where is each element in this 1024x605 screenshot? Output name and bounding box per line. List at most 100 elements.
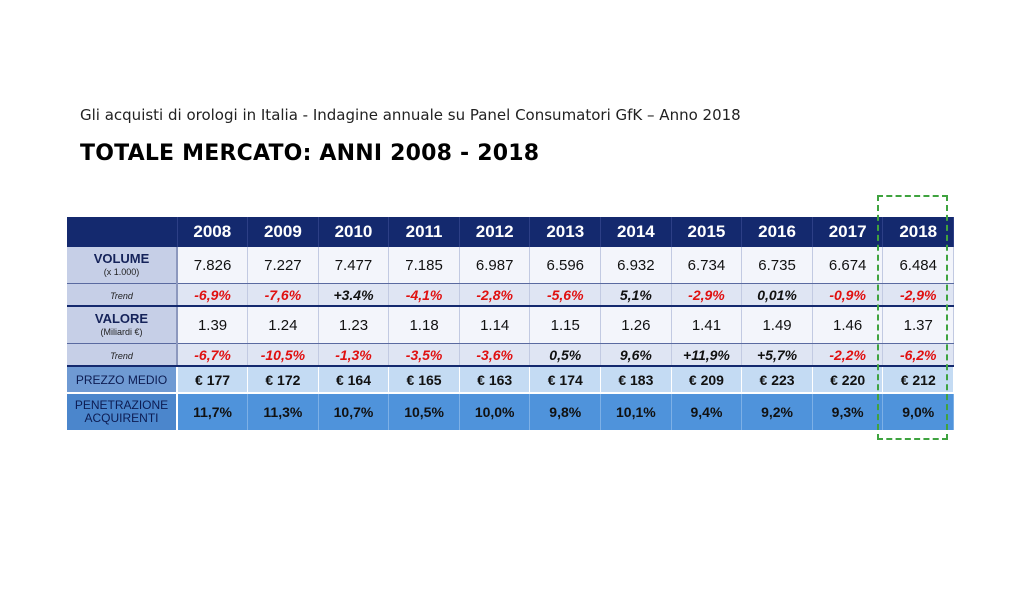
valore-cell-2010: 1.23 [318, 306, 390, 344]
prezzo-medio-cell-2012: € 163 [459, 366, 531, 394]
valore-trend-cell-2013: 0,5% [529, 343, 602, 367]
volume-trend-cell-2014: 5,1% [600, 283, 672, 307]
valore-cell-2014: 1.26 [600, 306, 672, 344]
prezzo-medio-cell-2008: € 177 [177, 366, 249, 394]
valore-trend-cell-2016: +5,7% [741, 343, 813, 367]
volume-trend-label: Trend [110, 290, 133, 301]
volume-unit: (x 1.000) [103, 267, 140, 277]
penetrazione-row: PENETRAZIONE ACQUIRENTI 11,7% 11,3% 10,7% 1… [67, 393, 955, 430]
volume-cell-2009: 7.227 [247, 247, 319, 284]
volume-cell-2012: 6.987 [459, 247, 531, 284]
volume-trend-label-cell: Trend [67, 283, 178, 307]
report-title: TOTALE MERCATO: ANNI 2008 - 2018 [80, 141, 540, 166]
valore-trend-cell-2012: -3,6% [459, 343, 531, 367]
prezzo-medio-cell-2009: € 172 [247, 366, 319, 394]
volume-trend-cell-2011: -4,1% [388, 283, 460, 307]
valore-trend-label-cell: Trend [67, 343, 178, 367]
valore-trend-cell-2011: -3,5% [388, 343, 460, 367]
market-table: 2008 2009 2010 2011 2012 2013 2014 2015 2016 2017… [67, 217, 955, 430]
prezzo-medio-row: PREZZO MEDIO € 177 € 172 € 164 € 165 € 163 € … [67, 366, 955, 394]
valore-trend-label: Trend [110, 350, 133, 361]
year-header-2018: 2018 [882, 217, 955, 247]
year-header-2014: 2014 [600, 217, 672, 247]
volume-cell-2011: 7.185 [388, 247, 460, 284]
penetrazione-cell-2017: 9,3% [812, 393, 884, 430]
table-header-row: 2008 2009 2010 2011 2012 2013 2014 2015 2016 2017… [67, 217, 955, 247]
year-header-2015: 2015 [671, 217, 743, 247]
volume-cell-2013: 6.596 [529, 247, 602, 284]
volume-trend-cell-2012: -2,8% [459, 283, 531, 307]
penetrazione-cell-2014: 10,1% [600, 393, 672, 430]
valore-trend-cell-2015: +11,9% [671, 343, 743, 367]
volume-label: VOLUME [93, 251, 150, 266]
valore-trend-row: Trend -6,7% -10,5% -1,3% -3,5% -3,6% 0,5% 9,6%… [67, 343, 955, 367]
valore-cell-2008: 1.39 [177, 306, 249, 344]
header-corner [67, 217, 178, 247]
valore-cell-2015: 1.41 [671, 306, 743, 344]
year-2018-highlight-box [877, 195, 948, 440]
valore-trend-cell-2018: -6,2% [882, 343, 955, 367]
penetrazione-label-line1: PENETRAZIONE [74, 398, 169, 412]
valore-cell-2012: 1.14 [459, 306, 531, 344]
volume-cell-2008: 7.826 [177, 247, 249, 284]
volume-cell-2017: 6.674 [812, 247, 884, 284]
penetrazione-cell-2012: 10,0% [459, 393, 531, 430]
valore-unit: (Miliardi €) [100, 327, 143, 337]
valore-label: VALORE [94, 311, 149, 326]
volume-cell-2018: 6.484 [882, 247, 955, 284]
valore-cell-2018: 1.37 [882, 306, 955, 344]
prezzo-medio-cell-2015: € 209 [671, 366, 743, 394]
valore-trend-cell-2008: -6,7% [177, 343, 249, 367]
prezzo-medio-cell-2017: € 220 [812, 366, 884, 394]
penetrazione-cell-2016: 9,2% [741, 393, 813, 430]
volume-trend-cell-2017: -0,9% [812, 283, 884, 307]
volume-cell-2016: 6.735 [741, 247, 813, 284]
year-header-2012: 2012 [459, 217, 531, 247]
prezzo-medio-label: PREZZO MEDIO [67, 366, 178, 394]
valore-cell-2013: 1.15 [529, 306, 602, 344]
prezzo-medio-cell-2014: € 183 [600, 366, 672, 394]
volume-cell-2015: 6.734 [671, 247, 743, 284]
prezzo-medio-cell-2016: € 223 [741, 366, 813, 394]
market-table-container: 2008 2009 2010 2011 2012 2013 2014 2015 2016 2017… [67, 217, 955, 430]
valore-row: VALORE (Miliardi €) 1.39 1.24 1.23 1.18 1.14… [67, 306, 955, 344]
year-header-2011: 2011 [388, 217, 460, 247]
valore-trend-cell-2014: 9,6% [600, 343, 672, 367]
penetrazione-cell-2010: 10,7% [318, 393, 390, 430]
penetrazione-cell-2011: 10,5% [388, 393, 460, 430]
penetrazione-cell-2013: 9,8% [529, 393, 602, 430]
year-header-2017: 2017 [812, 217, 884, 247]
volume-trend-cell-2008: -6,9% [177, 283, 249, 307]
volume-trend-cell-2013: -5,6% [529, 283, 602, 307]
valore-cell-2009: 1.24 [247, 306, 319, 344]
valore-trend-cell-2017: -2,2% [812, 343, 884, 367]
year-header-2016: 2016 [741, 217, 813, 247]
volume-label-cell: VOLUME (x 1.000) [67, 247, 178, 284]
volume-cell-2014: 6.932 [600, 247, 672, 284]
volume-trend-row: Trend -6,9% -7,6% +3.4% -4,1% -2,8% -5,6% 5,1%… [67, 283, 955, 307]
valore-cell-2011: 1.18 [388, 306, 460, 344]
valore-trend-cell-2010: -1,3% [318, 343, 390, 367]
valore-cell-2016: 1.49 [741, 306, 813, 344]
year-header-2013: 2013 [529, 217, 602, 247]
valore-cell-2017: 1.46 [812, 306, 884, 344]
penetrazione-cell-2008: 11,7% [177, 393, 249, 430]
volume-trend-cell-2010: +3.4% [318, 283, 390, 307]
prezzo-medio-cell-2011: € 165 [388, 366, 460, 394]
volume-cell-2010: 7.477 [318, 247, 390, 284]
prezzo-medio-cell-2010: € 164 [318, 366, 390, 394]
year-header-2010: 2010 [318, 217, 390, 247]
volume-row: VOLUME (x 1.000) 7.826 7.227 7.477 7.185 6.9… [67, 247, 955, 284]
year-header-2008: 2008 [177, 217, 249, 247]
penetrazione-cell-2018: 9,0% [882, 393, 955, 430]
penetrazione-label-line2: ACQUIRENTI [84, 411, 159, 425]
volume-trend-cell-2016: 0,01% [741, 283, 813, 307]
prezzo-medio-cell-2013: € 174 [529, 366, 602, 394]
volume-trend-cell-2009: -7,6% [247, 283, 319, 307]
report-subtitle: Gli acquisti di orologi in Italia - Inda… [80, 106, 741, 124]
penetrazione-cell-2015: 9,4% [671, 393, 743, 430]
prezzo-medio-cell-2018: € 212 [882, 366, 955, 394]
valore-trend-cell-2009: -10,5% [247, 343, 319, 367]
volume-trend-cell-2015: -2,9% [671, 283, 743, 307]
volume-trend-cell-2018: -2,9% [882, 283, 955, 307]
